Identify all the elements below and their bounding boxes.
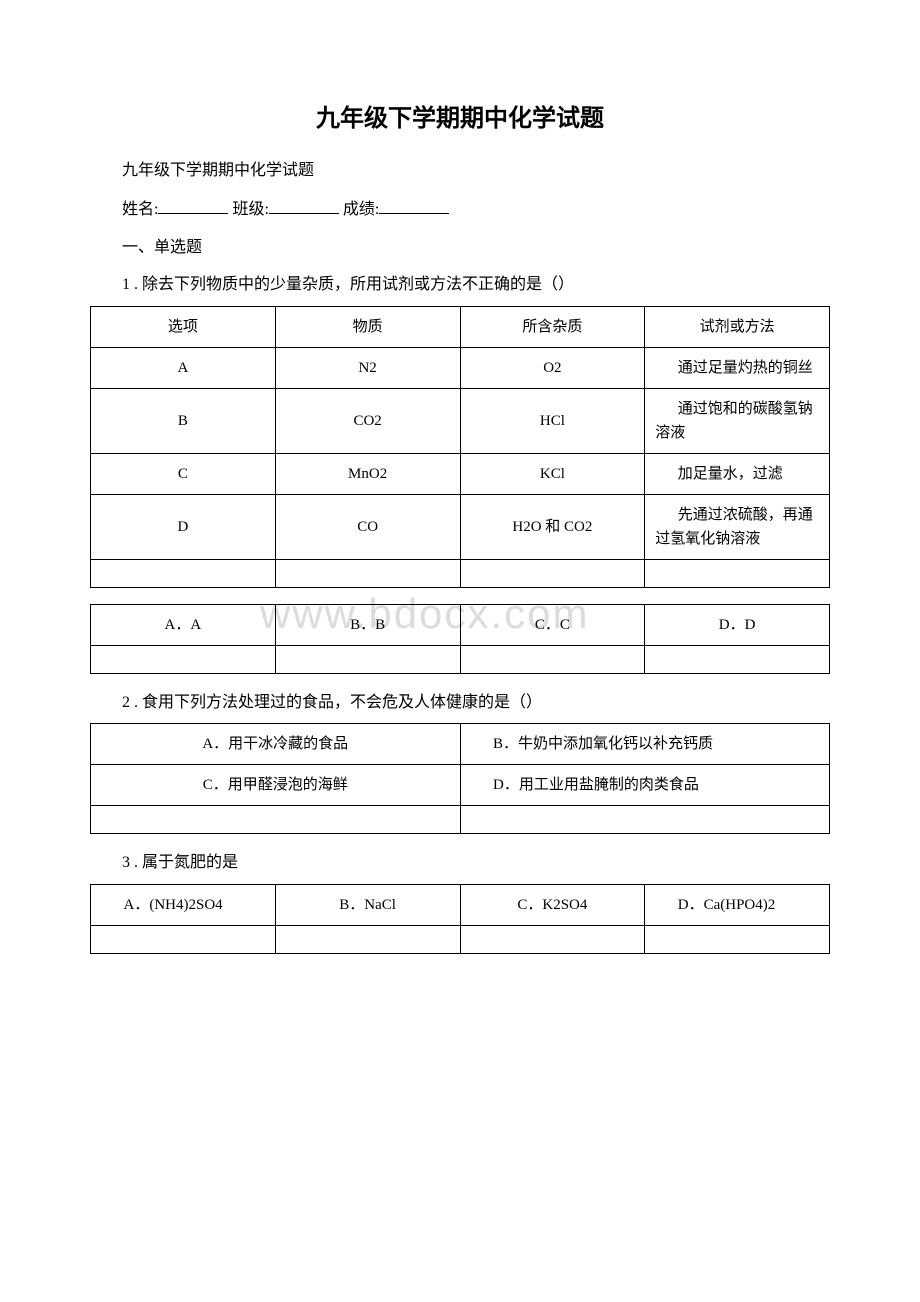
option-cell: A．用干冰冷藏的食品 (91, 724, 461, 765)
table-cell (91, 559, 276, 587)
student-info-line: 姓名: 班级: 成绩: (90, 196, 830, 223)
name-label: 姓名: (122, 201, 158, 218)
question-2-text: 2 . 食用下列方法处理过的食品，不会危及人体健康的是（） (90, 690, 830, 716)
table-cell: 加足量水，过滤 (645, 453, 830, 494)
table-row (91, 559, 830, 587)
table-header-cell: 物质 (275, 306, 460, 347)
table-cell: B (91, 388, 276, 453)
option-cell: C．C (460, 604, 645, 645)
table-cell: 先通过浓硫酸，再通过氢氧化钠溶液 (645, 494, 830, 559)
table-cell: KCl (460, 453, 645, 494)
table-cell: D (91, 494, 276, 559)
table-cell: N2 (275, 347, 460, 388)
table-cell (91, 925, 276, 953)
option-cell: C．用甲醛浸泡的海鲜 (91, 765, 461, 806)
table-cell: 通过饱和的碳酸氢钠溶液 (645, 388, 830, 453)
table-cell: O2 (460, 347, 645, 388)
question-2-options: A．用干冰冷藏的食品 B．牛奶中添加氧化钙以补充钙质 C．用甲醛浸泡的海鲜 D．… (90, 723, 830, 834)
option-cell: D．Ca(HPO4)2 (645, 884, 830, 925)
table-row: D CO H2O 和 CO2 先通过浓硫酸，再通过氢氧化钠溶液 (91, 494, 830, 559)
option-cell: D．D (645, 604, 830, 645)
option-cell: A．(NH4)2SO4 (91, 884, 276, 925)
table-cell: HCl (460, 388, 645, 453)
table-row: A．(NH4)2SO4 B．NaCl C．K2SO4 D．Ca(HPO4)2 (91, 884, 830, 925)
table-header-cell: 选项 (91, 306, 276, 347)
class-label: 班级: (232, 201, 268, 218)
document-content: 九年级下学期期中化学试题 九年级下学期期中化学试题 姓名: 班级: 成绩: 一、… (90, 100, 830, 954)
table-cell: A (91, 347, 276, 388)
table-cell: CO2 (275, 388, 460, 453)
option-cell: C．K2SO4 (460, 884, 645, 925)
class-blank (269, 196, 339, 214)
table-cell (460, 645, 645, 673)
table-cell: CO (275, 494, 460, 559)
name-blank (158, 196, 228, 214)
table-header-cell: 所含杂质 (460, 306, 645, 347)
table-cell (645, 559, 830, 587)
table-header-cell: 试剂或方法 (645, 306, 830, 347)
section-header: 一、单选题 (90, 235, 830, 261)
option-cell: B．NaCl (275, 884, 460, 925)
option-cell: A．A (91, 604, 276, 645)
table-row: 选项 物质 所含杂质 试剂或方法 (91, 306, 830, 347)
table-cell (275, 645, 460, 673)
table-row (91, 806, 830, 834)
table-row: C．用甲醛浸泡的海鲜 D．用工业用盐腌制的肉类食品 (91, 765, 830, 806)
table-cell (460, 806, 830, 834)
table-row: A N2 O2 通过足量灼热的铜丝 (91, 347, 830, 388)
table-cell (91, 645, 276, 673)
question-1-table: 选项 物质 所含杂质 试剂或方法 A N2 O2 通过足量灼热的铜丝 B CO2… (90, 306, 830, 588)
table-cell (275, 559, 460, 587)
table-cell (460, 559, 645, 587)
table-cell (645, 925, 830, 953)
table-row: C MnO2 KCl 加足量水，过滤 (91, 453, 830, 494)
score-label: 成绩: (343, 201, 379, 218)
option-cell: D．用工业用盐腌制的肉类食品 (460, 765, 830, 806)
table-cell: H2O 和 CO2 (460, 494, 645, 559)
table-cell: 通过足量灼热的铜丝 (645, 347, 830, 388)
question-3-options: A．(NH4)2SO4 B．NaCl C．K2SO4 D．Ca(HPO4)2 (90, 884, 830, 954)
table-row (91, 645, 830, 673)
question-3-text: 3 . 属于氮肥的是 (90, 850, 830, 876)
score-blank (379, 196, 449, 214)
table-row: A．用干冰冷藏的食品 B．牛奶中添加氧化钙以补充钙质 (91, 724, 830, 765)
table-cell (460, 925, 645, 953)
table-cell: C (91, 453, 276, 494)
question-1-options: A．A B．B C．C D．D (90, 604, 830, 674)
option-cell: B．B (275, 604, 460, 645)
table-row: B CO2 HCl 通过饱和的碳酸氢钠溶液 (91, 388, 830, 453)
option-cell: B．牛奶中添加氧化钙以补充钙质 (460, 724, 830, 765)
subtitle: 九年级下学期期中化学试题 (90, 158, 830, 184)
table-row: A．A B．B C．C D．D (91, 604, 830, 645)
question-1-text: 1 . 除去下列物质中的少量杂质，所用试剂或方法不正确的是（） (90, 272, 830, 298)
page-title: 九年级下学期期中化学试题 (90, 100, 830, 138)
table-cell (91, 806, 461, 834)
table-cell (645, 645, 830, 673)
table-cell: MnO2 (275, 453, 460, 494)
table-row (91, 925, 830, 953)
table-cell (275, 925, 460, 953)
